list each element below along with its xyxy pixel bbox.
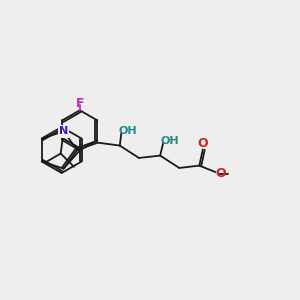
Text: F: F: [76, 97, 84, 110]
Text: N: N: [59, 126, 68, 136]
Text: O: O: [197, 137, 208, 150]
Text: OH: OH: [160, 136, 179, 146]
Text: OH: OH: [118, 126, 137, 136]
Text: O: O: [215, 167, 226, 180]
